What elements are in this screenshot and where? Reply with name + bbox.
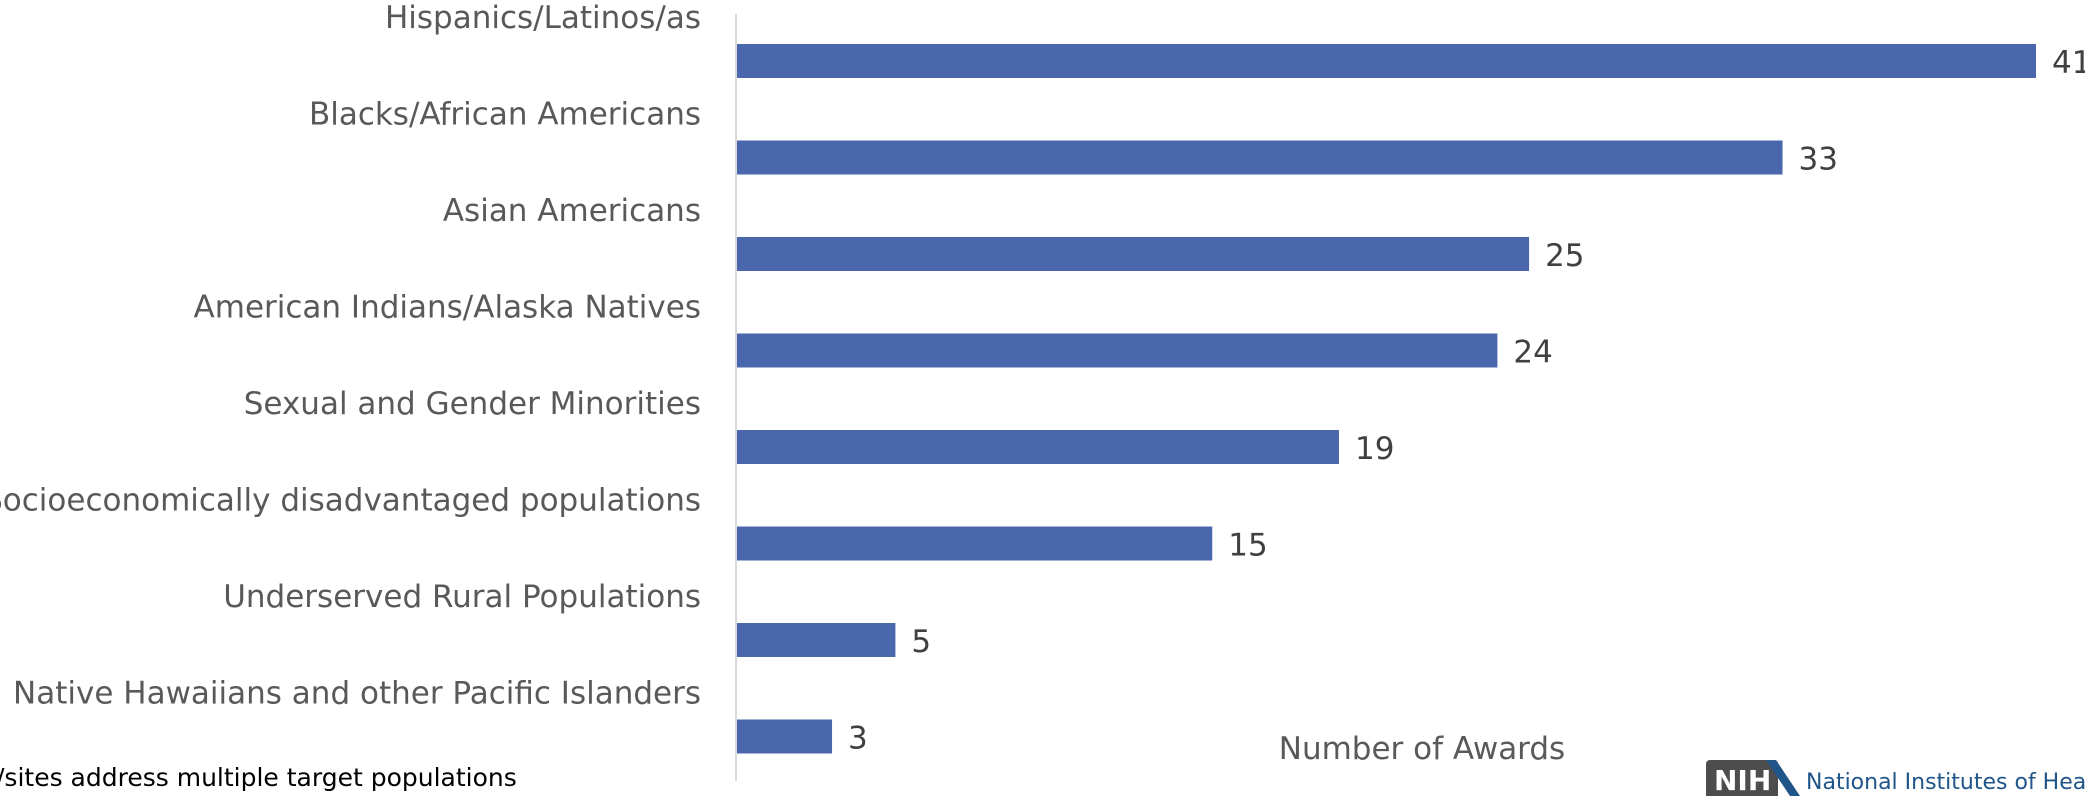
data-label: 24 — [1513, 335, 1552, 371]
footnote: /sites address multiple target populatio… — [0, 763, 517, 792]
category-label: Native Hawaiians and other Pacific Islan… — [13, 676, 701, 712]
category-labels: Hispanics/Latinos/as Blacks/African Ameri… — [0, 0, 701, 712]
bar — [737, 44, 2036, 78]
category-label: Sexual and Gender Minorities — [244, 386, 701, 422]
data-label: 41 — [2052, 45, 2085, 81]
x-axis-title: Number of Awards — [1279, 731, 1565, 767]
data-label: 15 — [1228, 528, 1267, 564]
category-label: Hispanics/Latinos/as — [385, 0, 701, 36]
value-labels: 41 33 25 24 19 15 5 3 — [848, 45, 2085, 757]
bar — [737, 719, 833, 754]
bar — [737, 140, 1783, 175]
category-label: Underserved Rural Populations — [223, 579, 701, 615]
svg-text:NIH: NIH — [1714, 764, 1771, 796]
bar — [737, 526, 1213, 561]
category-label: Asian Americans — [443, 193, 701, 229]
bar — [737, 333, 1498, 368]
bars — [737, 44, 2036, 754]
nih-logo-mark: NIH — [1706, 756, 1800, 796]
nih-logo: NIH National Institutes of Health — [1706, 756, 2085, 796]
data-label: 25 — [1545, 238, 1584, 274]
category-label: Blacks/African Americans — [309, 97, 701, 133]
data-label: 3 — [848, 721, 868, 757]
nih-org-name: National Institutes of Health — [1806, 770, 2085, 795]
nih-mark-icon: NIH — [1706, 760, 1800, 796]
category-label: Socioeconomically disadvantaged populati… — [0, 483, 701, 519]
bar — [737, 237, 1530, 271]
bar — [737, 623, 896, 657]
bar — [737, 430, 1339, 464]
data-label: 33 — [1799, 142, 1838, 178]
category-label: American Indians/Alaska Natives — [194, 290, 701, 326]
data-label: 19 — [1355, 431, 1394, 467]
data-label: 5 — [911, 624, 931, 660]
